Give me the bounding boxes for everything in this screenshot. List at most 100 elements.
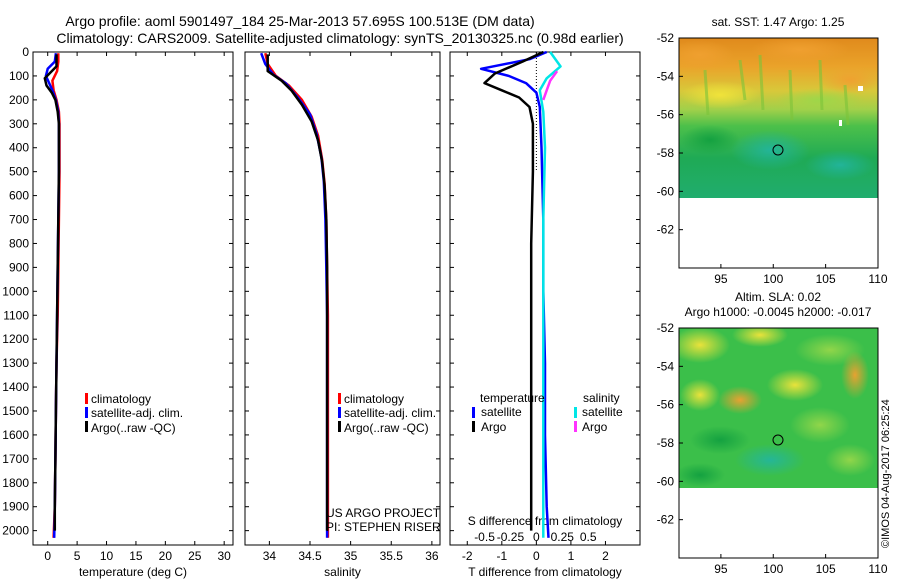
difference-legend: temperature salinity satellite Argo sate… — [472, 391, 623, 434]
project-credit: US ARGO PROJECT — [326, 506, 441, 520]
diff-xtick-label: 1 — [568, 549, 575, 563]
sst-map-no-data — [679, 198, 878, 268]
legend-swatch-s-argo — [574, 421, 577, 432]
legend-swatch-climatology — [338, 393, 341, 404]
sst-map-title: sat. SST: 1.47 Argo: 1.25 — [712, 15, 845, 29]
sst-map-panel: sat. SST: 1.47 Argo: 1.25 -52 -54 -56 -58 -6… — [657, 15, 888, 286]
temp-xtick-label: 20 — [159, 549, 173, 563]
sst-xtick-label: 105 — [816, 272, 836, 286]
sla-ytick-label: -56 — [657, 398, 675, 412]
legend-label-t-argo: Argo — [481, 420, 507, 434]
legend-swatch-s-satellite — [574, 407, 577, 418]
sla-ytick-label: -62 — [657, 513, 675, 527]
sst-map-float-marker — [772, 144, 784, 156]
depth-tick-label: 900 — [9, 260, 29, 274]
depth-tick-label: 300 — [9, 117, 29, 131]
temperature-profile-panel: 0100200300400500600700800900100011001200… — [2, 45, 234, 579]
diff-series-t-satellite — [479, 50, 550, 538]
legend-swatch-argo — [85, 421, 88, 432]
salinity-legend: climatology satellite-adj. clim. Argo(..… — [338, 392, 436, 435]
depth-tick-label: 1900 — [2, 500, 29, 514]
legend-label-climatology: climatology — [344, 392, 404, 406]
sst-ytick-label: -60 — [657, 184, 675, 198]
legend-label-argo: Argo(..raw -QC) — [344, 421, 429, 435]
temp-series-argo-raw-qc — [43, 54, 61, 531]
sal-xlabel: salinity — [324, 565, 361, 579]
salinity-profile-panel: 34 34.5 35 35.5 36 salinity — [244, 51, 441, 579]
difference-profile-panel: -2 -1 0 1 2 T difference from climatology S di… — [449, 50, 641, 579]
depth-tick-label: 700 — [9, 213, 29, 227]
depth-tick-label: 500 — [9, 165, 29, 179]
sal-xtick-label: 34 — [263, 549, 277, 563]
legend-label-argo: Argo(..raw -QC) — [91, 421, 176, 435]
legend-swatch-climatology — [85, 393, 88, 404]
legend-swatch-argo — [338, 421, 341, 432]
sal-plot-frame — [244, 51, 441, 546]
diff-xlabel: T difference from climatology — [468, 565, 622, 579]
sst-ytick-label: -54 — [657, 69, 675, 83]
sal-xtick-label: 35 — [344, 549, 358, 563]
depth-tick-label: 1600 — [2, 428, 29, 442]
sla-xtick-label: 95 — [714, 562, 728, 576]
sla-ytick-label: -58 — [657, 436, 675, 450]
salinity-difference-tick-label: 0.25 — [551, 530, 575, 544]
legend-heading-temperature: temperature — [480, 391, 545, 405]
legend-label-s-argo: Argo — [582, 420, 608, 434]
depth-tick-label: 800 — [9, 236, 29, 250]
depth-tick-label: 200 — [9, 93, 29, 107]
sla-map-float-marker — [772, 434, 784, 446]
sla-map-title: Altim. SLA: 0.02 — [735, 290, 821, 304]
depth-tick-label: 1800 — [2, 476, 29, 490]
header-line-1: Argo profile: aoml 5901497_184 25-Mar-20… — [65, 13, 534, 29]
sla-ytick-label: -60 — [657, 474, 675, 488]
temp-xtick-label: 10 — [100, 549, 114, 563]
sal-series-argo-raw-qc — [266, 54, 329, 531]
sst-xtick-label: 110 — [868, 272, 887, 286]
sla-map-no-data — [679, 488, 878, 558]
sst-ytick-label: -56 — [657, 108, 675, 122]
legend-label-climatology: climatology — [91, 392, 151, 406]
legend-label-satellite: satellite-adj. clim. — [344, 406, 436, 420]
salinity-difference-tick-label: 0 — [533, 530, 540, 544]
sal-xtick-label: 34.5 — [298, 549, 322, 563]
depth-tick-label: 0 — [22, 45, 29, 59]
depth-tick-label: 1200 — [2, 332, 29, 346]
legend-label-satellite: satellite-adj. clim. — [91, 406, 183, 420]
salinity-difference-label: S difference from climatology — [468, 514, 623, 528]
salinity-difference-tick-label: -0.25 — [497, 530, 525, 544]
depth-tick-label: 1500 — [2, 404, 29, 418]
header-line-2: Climatology: CARS2009. Satellite-adjuste… — [56, 30, 623, 46]
sla-xtick-label: 100 — [763, 562, 783, 576]
legend-swatch-satellite — [85, 407, 88, 418]
legend-label-t-satellite: satellite — [481, 405, 522, 419]
legend-heading-salinity: salinity — [583, 391, 620, 405]
depth-tick-label: 600 — [9, 189, 29, 203]
sal-xtick-label: 35.5 — [380, 549, 404, 563]
imos-timestamp: ©IMOS 04-Aug-2017 06:25:24 — [880, 399, 892, 548]
depth-tick-label: 1000 — [2, 284, 29, 298]
salinity-difference-tick-label: 0.5 — [580, 530, 597, 544]
sst-map-image — [679, 38, 878, 198]
temp-xtick-label: 0 — [44, 549, 51, 563]
depth-tick-label: 1400 — [2, 380, 29, 394]
temp-xtick-label: 25 — [188, 549, 202, 563]
diff-xtick-label: 0 — [533, 549, 540, 563]
sla-xtick-label: 110 — [868, 562, 887, 576]
depth-tick-label: 1700 — [2, 452, 29, 466]
depth-tick-label: 400 — [9, 141, 29, 155]
depth-tick-label: 1100 — [3, 308, 29, 322]
sst-xtick-label: 100 — [763, 272, 783, 286]
sal-xtick-label: 36 — [425, 549, 439, 563]
legend-swatch-t-argo — [472, 421, 475, 432]
diff-series-t-argo — [483, 50, 544, 531]
temp-xtick-label: 5 — [74, 549, 81, 563]
sst-ytick-label: -52 — [657, 31, 675, 45]
sla-map-panel: Altim. SLA: 0.02 Argo h1000: -0.0045 h20… — [657, 290, 888, 576]
sla-map-image — [679, 328, 878, 488]
diff-xtick-label: -1 — [496, 549, 507, 563]
temperature-legend: climatology satellite-adj. clim. Argo(..… — [85, 392, 183, 435]
temp-xtick-label: 30 — [217, 549, 231, 563]
depth-tick-label: 2000 — [2, 524, 29, 538]
sla-ytick-label: -52 — [657, 321, 675, 335]
